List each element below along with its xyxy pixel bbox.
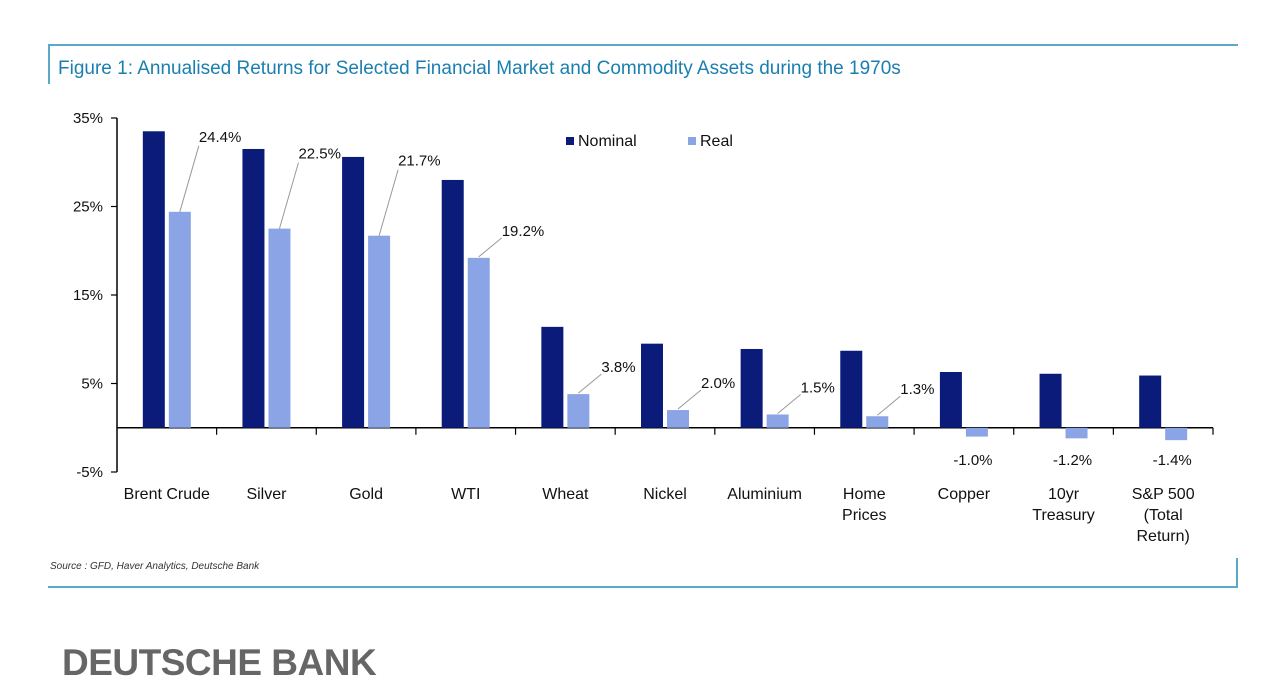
category-label: Treasury (1032, 507, 1095, 524)
category-label: Prices (842, 507, 886, 524)
real-value-label: 1.3% (900, 381, 934, 398)
bar-nominal (740, 348, 763, 428)
y-tick-label: 35% (73, 110, 103, 127)
bar-nominal (840, 350, 863, 428)
bar-real (1065, 427, 1088, 439)
bar-nominal (342, 156, 365, 428)
real-value-label: 3.8% (601, 359, 635, 376)
category-label: Home (843, 486, 886, 503)
real-value-label: 21.7% (398, 153, 441, 170)
bar-real (368, 235, 391, 428)
legend-swatch-real (688, 137, 696, 145)
bar-real (168, 211, 191, 428)
y-tick-label: 5% (81, 376, 103, 393)
category-label: Gold (349, 486, 383, 503)
category-label: WTI (451, 486, 480, 503)
bar-real (467, 257, 490, 428)
label-leader-line (777, 394, 801, 414)
bar-real (268, 228, 291, 428)
figure-title: Figure 1: Annualised Returns for Selecte… (58, 58, 901, 79)
bar-nominal (1039, 373, 1062, 428)
bar-real (1165, 427, 1188, 441)
label-leader-line (378, 169, 399, 236)
real-value-label: -1.4% (1153, 452, 1192, 469)
real-value-label: 19.2% (502, 223, 545, 240)
label-leader-line (478, 237, 503, 258)
bar-real (667, 410, 689, 428)
footer-brand: DEUTSCHE BANK (62, 642, 377, 683)
bar-nominal (1139, 375, 1162, 428)
bar-nominal (641, 343, 663, 428)
label-leader-line (876, 395, 901, 416)
y-tick-label: 15% (73, 287, 103, 304)
category-label: 10yr (1048, 486, 1080, 503)
bar-nominal (939, 371, 962, 428)
real-value-label: -1.0% (953, 452, 992, 469)
category-label: Copper (938, 486, 991, 503)
real-value-label: 22.5% (298, 146, 341, 163)
y-tick-label: -5% (76, 464, 103, 481)
real-value-label: -1.2% (1053, 452, 1092, 469)
label-leader-line (578, 373, 602, 394)
label-leader-line (278, 162, 299, 229)
bar-real (866, 416, 889, 428)
legend-swatch-nominal (566, 137, 574, 145)
category-label: Wheat (542, 486, 589, 503)
bar-nominal (541, 326, 564, 428)
category-label: Aluminium (727, 486, 802, 503)
category-label: Nickel (643, 486, 687, 503)
category-label: Return) (1137, 528, 1190, 545)
legend-label-real: Real (700, 133, 733, 150)
bar-nominal (142, 131, 165, 428)
bar-real (766, 414, 789, 428)
category-label: Brent Crude (124, 486, 210, 503)
real-value-label: 1.5% (801, 379, 835, 396)
category-label: (Total (1144, 507, 1183, 524)
label-leader-line (179, 145, 200, 212)
bar-chart: 35% 25% 15% 5% -5% 24.4% Brent Crude 22.5% Silve… (73, 110, 1214, 545)
frame-bottom-border (48, 586, 1238, 588)
category-label: S&P 500 (1132, 486, 1195, 503)
frame-top-border (48, 44, 1238, 46)
category-label: Silver (246, 486, 287, 503)
bar-nominal (242, 148, 265, 428)
label-leader-line (677, 389, 702, 410)
bar-nominal (441, 179, 464, 428)
frame-left-border (48, 44, 50, 84)
bar-real (965, 427, 988, 437)
bar-real (567, 394, 590, 428)
real-value-label: 24.4% (199, 129, 242, 146)
source-note: Source : GFD, Haver Analytics, Deutsche … (50, 561, 260, 572)
frame-right-border (1236, 558, 1238, 588)
real-value-label: 2.0% (701, 375, 735, 392)
y-tick-label: 25% (73, 199, 103, 216)
legend-label-nominal: Nominal (578, 133, 637, 150)
